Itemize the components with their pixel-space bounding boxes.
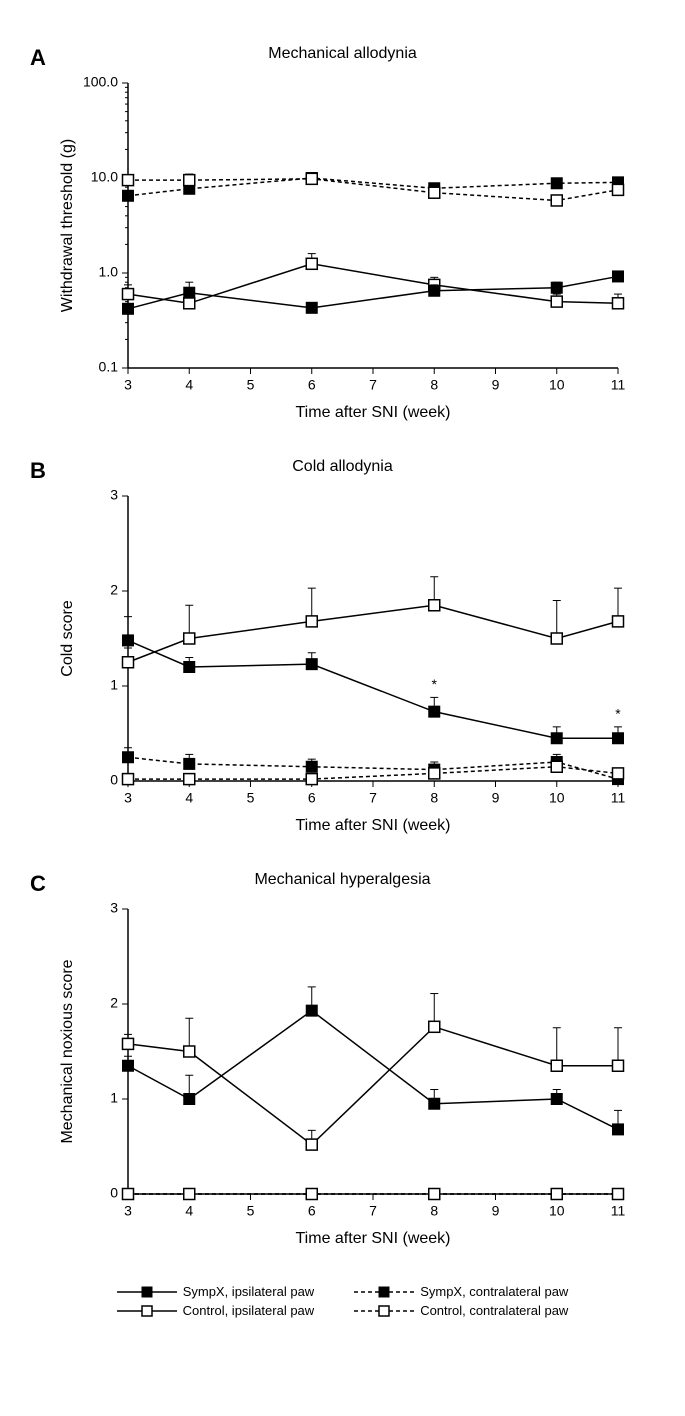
legend-label-control-ipsi: Control, ipsilateral paw bbox=[183, 1303, 315, 1318]
svg-text:Cold score: Cold score bbox=[59, 600, 76, 677]
svg-text:10: 10 bbox=[548, 377, 564, 393]
svg-text:6: 6 bbox=[307, 377, 315, 393]
chart-c-svg: 0 1 2 3 3 4 5 6 7 8 9 10 11 Time after SNI (week) Mech… bbox=[43, 894, 643, 1254]
svg-text:10.0: 10.0 bbox=[90, 169, 117, 185]
panel-c-label: C bbox=[30, 871, 46, 897]
panel-b: B Cold allodynia 0 1 2 3 3 4 5 6 7 8 9 10 11 Time aft… bbox=[20, 458, 665, 841]
svg-text:*: * bbox=[615, 706, 621, 722]
svg-text:9: 9 bbox=[491, 790, 499, 806]
panel-a-title: Mechanical allodynia bbox=[20, 45, 665, 63]
legend-control-contra: Control, contralateral paw bbox=[354, 1303, 568, 1318]
svg-text:Time after SNI (week): Time after SNI (week) bbox=[295, 817, 450, 834]
svg-text:5: 5 bbox=[246, 1203, 254, 1219]
svg-text:2: 2 bbox=[110, 582, 118, 598]
svg-text:4: 4 bbox=[185, 790, 193, 806]
svg-text:9: 9 bbox=[491, 377, 499, 393]
svg-text:10: 10 bbox=[548, 790, 564, 806]
svg-text:3: 3 bbox=[110, 487, 118, 503]
svg-text:0: 0 bbox=[110, 1185, 118, 1201]
svg-text:5: 5 bbox=[246, 790, 254, 806]
chart-b-svg: 0 1 2 3 3 4 5 6 7 8 9 10 11 Time after SNI (week) Cold… bbox=[43, 481, 643, 841]
svg-text:Time after SNI (week): Time after SNI (week) bbox=[295, 1230, 450, 1247]
panel-a: A Mechanical allodynia 0.1 1.0 10.0 100.0 3 4… bbox=[20, 45, 665, 428]
legend-sympx-ipsi: SympX, ipsilateral paw bbox=[117, 1284, 315, 1299]
legend-swatch-sympx-contra bbox=[354, 1285, 414, 1299]
svg-text:3: 3 bbox=[124, 790, 132, 806]
svg-text:11: 11 bbox=[610, 790, 625, 806]
legend-label-control-contra: Control, contralateral paw bbox=[420, 1303, 568, 1318]
panel-a-label: A bbox=[30, 45, 46, 71]
panel-c: C Mechanical hyperalgesia 0 1 2 3 3 4 5 6 7 8 9 10 1… bbox=[20, 871, 665, 1254]
svg-text:7: 7 bbox=[369, 1203, 377, 1219]
svg-text:3: 3 bbox=[124, 1203, 132, 1219]
svg-text:6: 6 bbox=[307, 790, 315, 806]
svg-text:Mechanical noxious score: Mechanical noxious score bbox=[59, 959, 76, 1143]
legend-swatch-control-ipsi bbox=[117, 1304, 177, 1318]
svg-text:6: 6 bbox=[307, 1203, 315, 1219]
svg-text:0: 0 bbox=[110, 772, 118, 788]
svg-text:3: 3 bbox=[110, 900, 118, 916]
legend-row-1: SympX, ipsilateral paw SympX, contralate… bbox=[20, 1284, 665, 1299]
svg-text:3: 3 bbox=[124, 377, 132, 393]
svg-text:9: 9 bbox=[491, 1203, 499, 1219]
svg-text:11: 11 bbox=[610, 1203, 625, 1219]
legend-control-ipsi: Control, ipsilateral paw bbox=[117, 1303, 315, 1318]
legend-label-sympx-ipsi: SympX, ipsilateral paw bbox=[183, 1284, 315, 1299]
legend-swatch-control-contra bbox=[354, 1304, 414, 1318]
svg-text:7: 7 bbox=[369, 790, 377, 806]
svg-text:7: 7 bbox=[369, 377, 377, 393]
panel-c-title: Mechanical hyperalgesia bbox=[20, 871, 665, 889]
svg-text:*: * bbox=[431, 676, 437, 692]
svg-text:5: 5 bbox=[246, 377, 254, 393]
legend-row-2: Control, ipsilateral paw Control, contra… bbox=[20, 1303, 665, 1318]
svg-text:10: 10 bbox=[548, 1203, 564, 1219]
chart-a-svg: 0.1 1.0 10.0 100.0 3 4 5 6 7 8 9 10 11 Time after SNI… bbox=[43, 68, 643, 428]
svg-text:1: 1 bbox=[110, 1090, 118, 1106]
svg-text:Time after SNI (week): Time after SNI (week) bbox=[295, 404, 450, 421]
svg-text:8: 8 bbox=[430, 1203, 438, 1219]
panel-b-title: Cold allodynia bbox=[20, 458, 665, 476]
legend: SympX, ipsilateral paw SympX, contralate… bbox=[20, 1284, 665, 1318]
svg-text:2: 2 bbox=[110, 995, 118, 1011]
legend-sympx-contra: SympX, contralateral paw bbox=[354, 1284, 568, 1299]
svg-text:4: 4 bbox=[185, 377, 193, 393]
svg-text:11: 11 bbox=[610, 377, 625, 393]
svg-text:1: 1 bbox=[110, 677, 118, 693]
panel-b-label: B bbox=[30, 458, 46, 484]
legend-swatch-sympx-ipsi bbox=[117, 1285, 177, 1299]
svg-text:Withdrawal threshold (g): Withdrawal threshold (g) bbox=[59, 139, 76, 312]
svg-text:8: 8 bbox=[430, 377, 438, 393]
svg-text:1.0: 1.0 bbox=[98, 264, 118, 280]
svg-text:8: 8 bbox=[430, 790, 438, 806]
svg-text:4: 4 bbox=[185, 1203, 193, 1219]
legend-label-sympx-contra: SympX, contralateral paw bbox=[420, 1284, 568, 1299]
svg-text:0.1: 0.1 bbox=[98, 359, 118, 375]
svg-text:100.0: 100.0 bbox=[82, 74, 117, 90]
